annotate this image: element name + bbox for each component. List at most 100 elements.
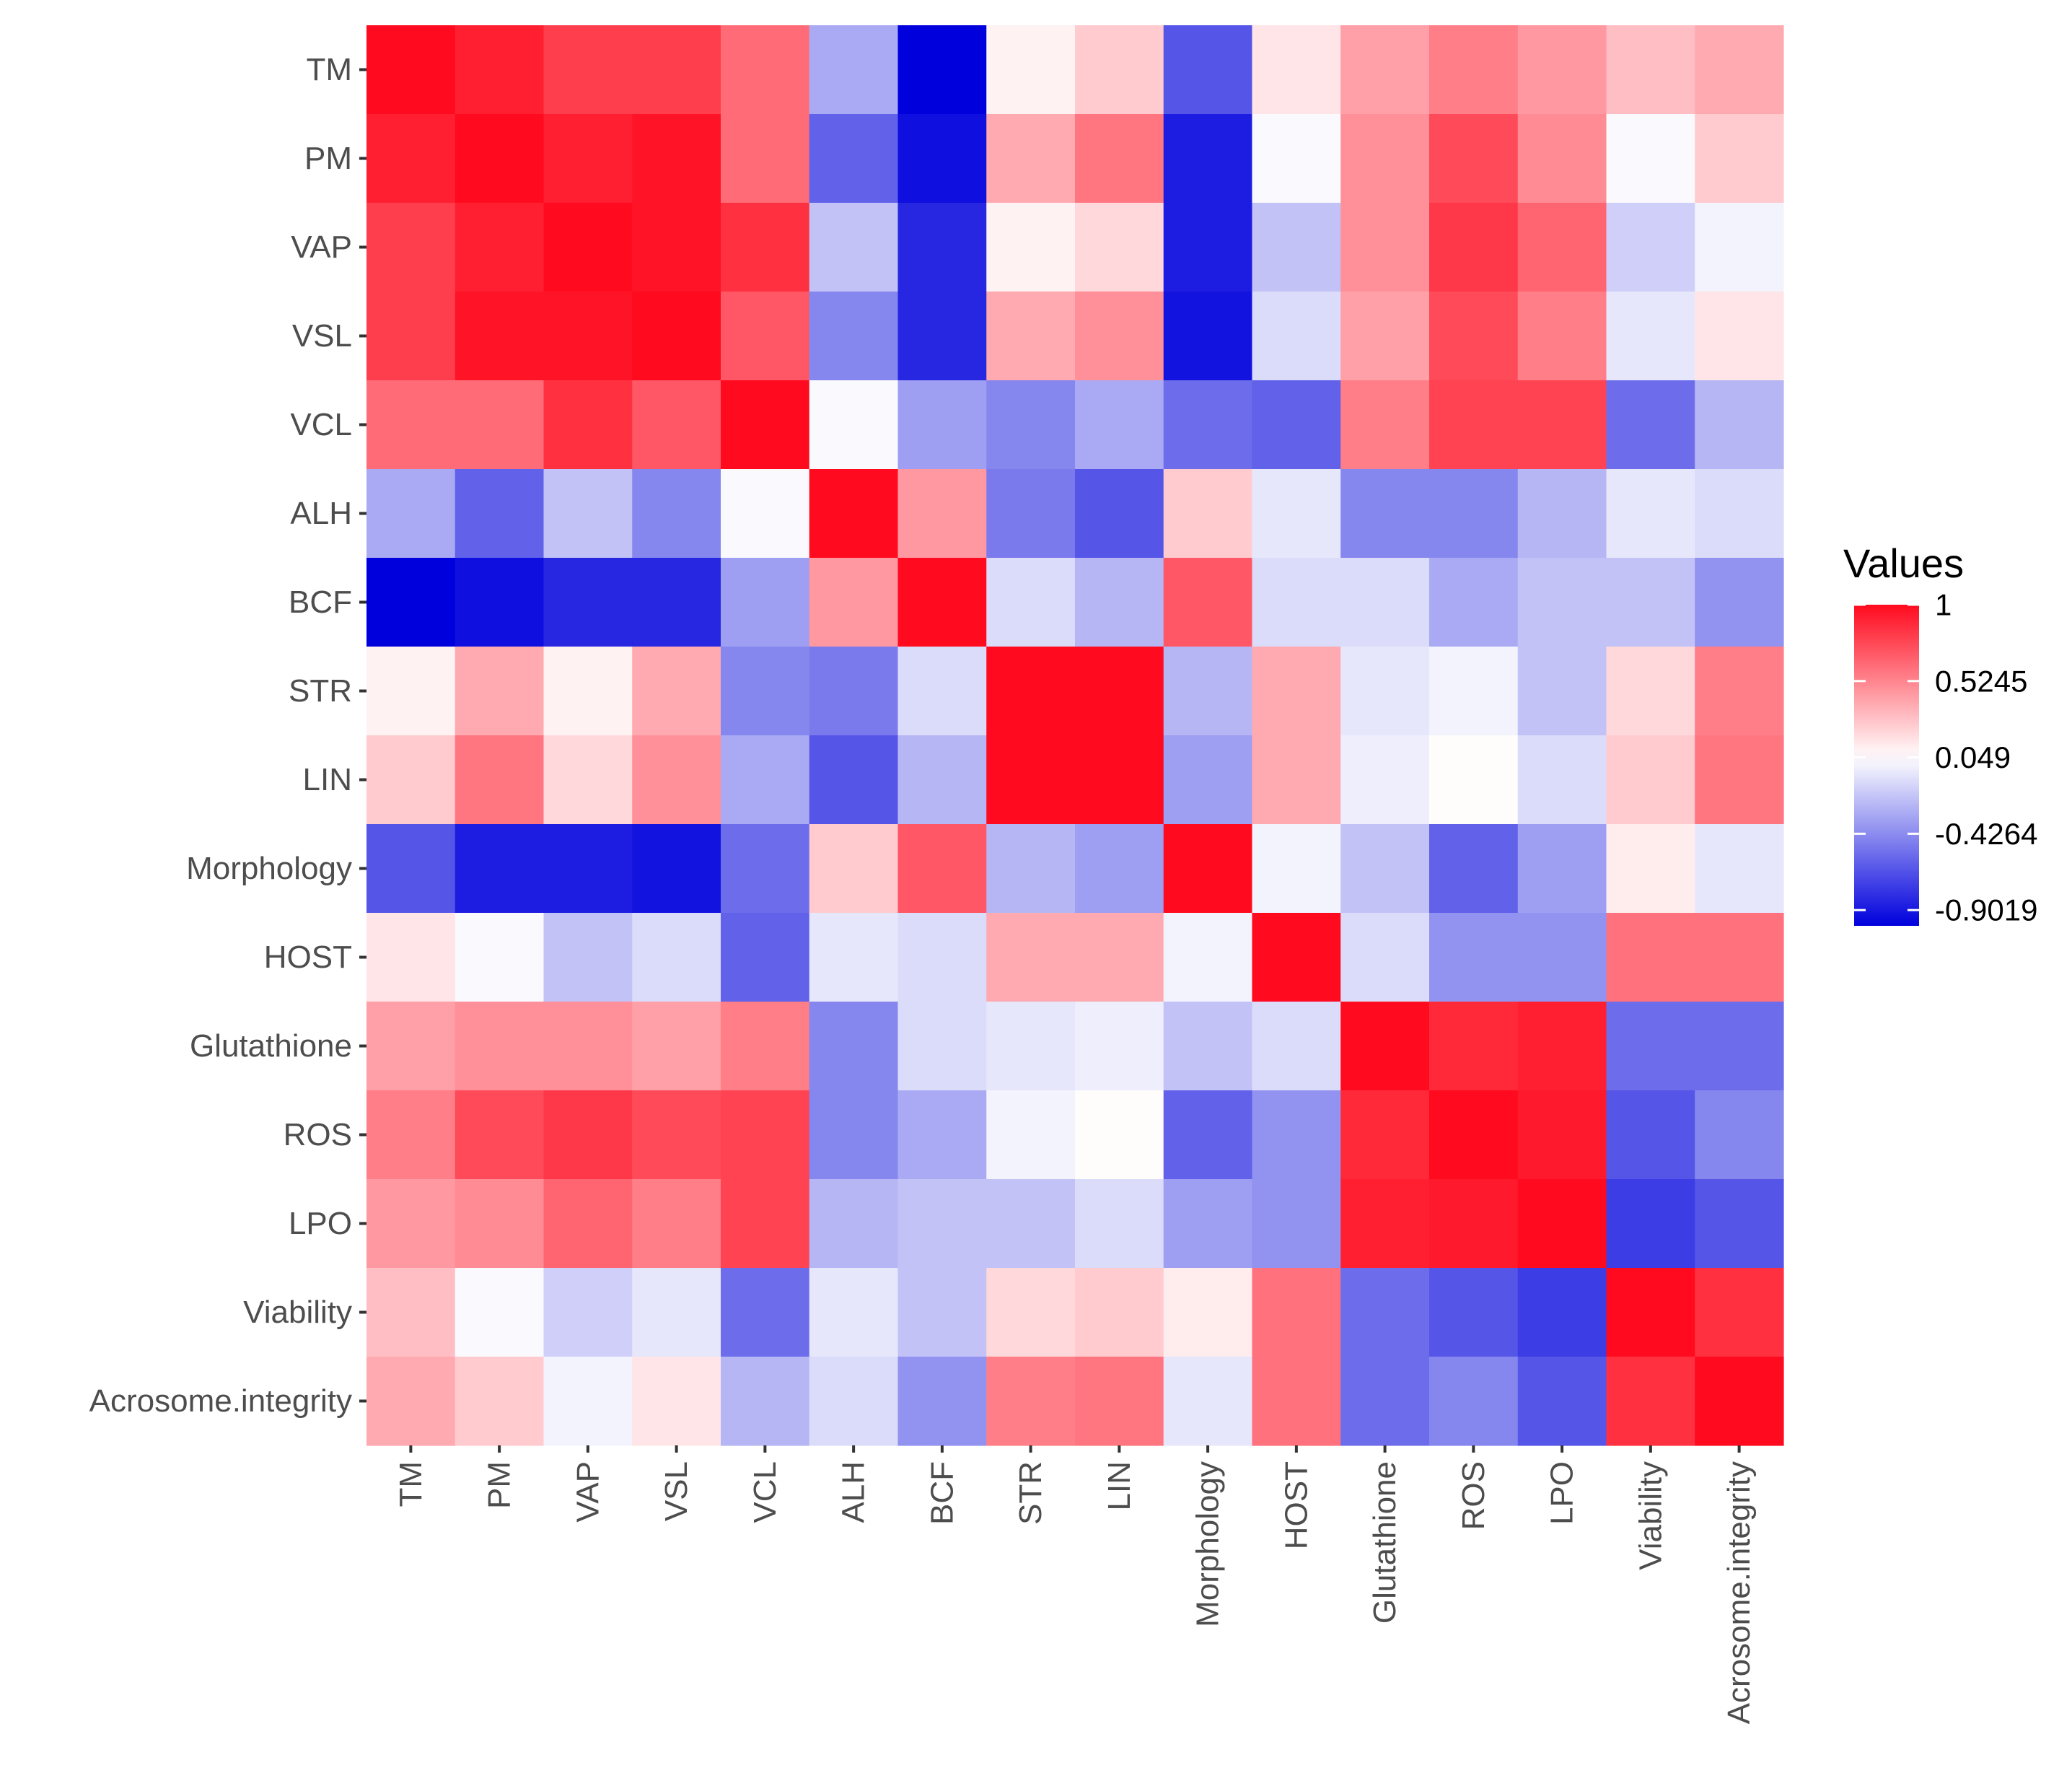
heatmap-cell (897, 735, 987, 825)
heatmap-cell (897, 913, 987, 1002)
heatmap-cell (809, 735, 899, 825)
heatmap-cell (1606, 1357, 1695, 1446)
heatmap-cell (1163, 25, 1253, 115)
heatmap-cell (1252, 1268, 1341, 1357)
heatmap-cell (1252, 1002, 1341, 1091)
heatmap-cell (809, 114, 899, 203)
heatmap-cell (1517, 1179, 1607, 1269)
heatmap-cell (1163, 292, 1253, 381)
heatmap-cell (1340, 469, 1430, 559)
y-tick-label: LPO (289, 1206, 352, 1241)
heatmap-cell (1075, 1090, 1164, 1180)
heatmap-cell (1429, 1357, 1519, 1446)
heatmap-cell (543, 647, 633, 736)
heatmap-cell (1340, 25, 1430, 115)
heatmap-cell (366, 114, 456, 203)
heatmap-cell (1163, 114, 1253, 203)
x-tick-label: VCL (747, 1461, 783, 1523)
heatmap-cell (1075, 558, 1164, 647)
heatmap-cell (455, 292, 545, 381)
heatmap-cell (1163, 1357, 1253, 1446)
heatmap-cell (1695, 25, 1784, 115)
heatmap-cell (1340, 114, 1430, 203)
heatmap-cell (809, 647, 899, 736)
heatmap-cell (543, 1179, 633, 1269)
legend-label: -0.4264 (1935, 817, 2037, 851)
x-tick-label: LIN (1102, 1461, 1137, 1510)
heatmap-cell (1429, 25, 1519, 115)
heatmap-cell (1517, 735, 1607, 825)
x-tick-label: VSL (659, 1461, 694, 1521)
y-tick-label: HOST (264, 940, 352, 975)
heatmap-cell (897, 1090, 987, 1180)
heatmap-cell (986, 735, 1076, 825)
heatmap-cell (1252, 25, 1341, 115)
heatmap-cell (1340, 1002, 1430, 1091)
heatmap-cell (1429, 558, 1519, 647)
heatmap-cell (366, 913, 456, 1002)
heatmap-cell (897, 824, 987, 914)
heatmap-cell (455, 1002, 545, 1091)
y-tick-label: VAP (291, 229, 352, 265)
heatmap-cell (1252, 735, 1341, 825)
heatmap-cell (455, 203, 545, 292)
y-tick-label: VSL (292, 318, 352, 354)
heatmap-cell (1075, 824, 1164, 914)
heatmap-cell (632, 735, 721, 825)
heatmap-cell (366, 380, 456, 470)
heatmap-cell (1517, 292, 1607, 381)
heatmap-cell (897, 203, 987, 292)
heatmap-cell (1695, 380, 1784, 470)
heatmap-cell (721, 1090, 810, 1180)
heatmap-cell (632, 380, 721, 470)
heatmap-cell (721, 25, 810, 115)
heatmap-cell (366, 1090, 456, 1180)
heatmap-cell (809, 1179, 899, 1269)
heatmap-cell (1695, 1268, 1784, 1357)
heatmap-cell (1606, 1002, 1695, 1091)
x-tick-label: TM (393, 1461, 429, 1507)
heatmap-cell (1606, 735, 1695, 825)
heatmap-cell (1340, 558, 1430, 647)
heatmap-cell (1340, 292, 1430, 381)
heatmap-cell (897, 1357, 987, 1446)
heatmap-cell (1340, 1357, 1430, 1446)
heatmap-cell (1340, 203, 1430, 292)
x-tick-label: STR (1013, 1461, 1048, 1525)
heatmap-cell (986, 292, 1076, 381)
heatmap-cell (632, 25, 721, 115)
heatmap-cell (1163, 380, 1253, 470)
x-tick-label: ROS (1456, 1461, 1491, 1530)
heatmap-cell (1517, 469, 1607, 559)
heatmap-cell (1695, 1002, 1784, 1091)
y-tick-label: TM (306, 52, 352, 87)
heatmap-cell (1252, 203, 1341, 292)
heatmap-cell (632, 647, 721, 736)
heatmap-cell (1695, 114, 1784, 203)
legend-label: 0.5245 (1935, 664, 2027, 698)
heatmap-cell (809, 292, 899, 381)
x-tick-label: BCF (924, 1461, 960, 1525)
heatmap-cell (721, 1179, 810, 1269)
heatmap-cell (1517, 558, 1607, 647)
heatmap-cell (1606, 380, 1695, 470)
heatmap-cell (632, 824, 721, 914)
heatmap-cell (1517, 1090, 1607, 1180)
heatmap-cell (632, 292, 721, 381)
heatmap-cell (721, 824, 810, 914)
heatmap-cell (366, 292, 456, 381)
heatmap-cell (1695, 469, 1784, 559)
heatmap-cell (1517, 1002, 1607, 1091)
heatmap-cell (455, 114, 545, 203)
heatmap-cells (366, 25, 1784, 1446)
y-axis: TM PM VAP VSL VCL ALH BCF STR LIN Morphology HOST G… (89, 52, 366, 1419)
heatmap-cell (1606, 469, 1695, 559)
heatmap-cell (1075, 1179, 1164, 1269)
heatmap-cell (1517, 114, 1607, 203)
heatmap-cell (543, 380, 633, 470)
y-tick-label: LIN (303, 762, 352, 797)
heatmap-cell (897, 647, 987, 736)
heatmap-cell (455, 1090, 545, 1180)
heatmap-cell (1606, 558, 1695, 647)
heatmap-cell (366, 735, 456, 825)
